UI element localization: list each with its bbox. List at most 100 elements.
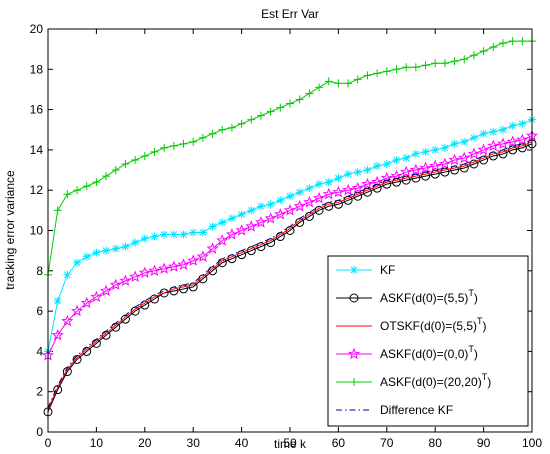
- legend-label-main: OTSKF(d(0)=(5,5): [380, 319, 477, 333]
- data-point-plus: [266, 107, 275, 116]
- data-point-star: [109, 278, 122, 291]
- x-tick-label: 100: [522, 436, 542, 450]
- y-axis-label: tracking error variance: [3, 170, 17, 290]
- data-point-asterisk: [469, 133, 478, 142]
- legend-label-tail: ): [483, 319, 487, 333]
- data-point-plus: [189, 137, 198, 146]
- data-point-asterisk: [179, 230, 188, 239]
- data-point-star: [225, 228, 238, 240]
- data-point-asterisk: [276, 196, 285, 205]
- data-point-asterisk: [198, 228, 207, 237]
- chart-title: Est Err Var: [261, 7, 319, 21]
- series-5: [47, 139, 533, 409]
- data-point-star: [409, 163, 422, 176]
- data-point-circle: [217, 258, 227, 268]
- data-point-circle: [517, 143, 527, 153]
- data-point-plus: [344, 79, 353, 88]
- legend-item: Difference KF: [336, 403, 453, 417]
- data-point-asterisk: [237, 210, 246, 219]
- data-point-asterisk: [131, 238, 140, 247]
- data-point-asterisk: [421, 147, 430, 156]
- data-point-plus: [92, 178, 101, 187]
- data-point-asterisk: [169, 230, 178, 239]
- y-tick-label: 16: [30, 103, 44, 117]
- data-point-star: [177, 258, 190, 270]
- data-point-star: [477, 143, 490, 156]
- data-point-star: [80, 296, 93, 309]
- legend-label-tail: ): [474, 291, 478, 305]
- legend-label-superscript: T: [468, 288, 474, 298]
- ticks-layer: 0 10 20 30 40 50 60 70 80 90 100 0 2 4 6 8 10 12 14 16 18 20: [30, 22, 543, 450]
- data-point-asterisk: [295, 188, 304, 197]
- legend-label-main: ASKF(d(0)=(5,5): [380, 291, 468, 305]
- data-point-star: [235, 224, 248, 236]
- data-point-asterisk: [227, 214, 236, 223]
- data-point-asterisk: [431, 145, 440, 154]
- data-point-star: [506, 135, 519, 147]
- data-point-asterisk: [63, 270, 72, 279]
- data-point-plus: [256, 111, 265, 120]
- data-point-asterisk: [440, 143, 449, 152]
- data-point-asterisk: [324, 178, 333, 187]
- data-point-plus: [227, 123, 236, 132]
- data-point-plus: [179, 139, 188, 148]
- data-point-plus: [63, 190, 72, 199]
- data-point-asterisk: [256, 202, 265, 211]
- data-point-star: [419, 161, 432, 174]
- data-point-star: [254, 216, 267, 228]
- data-point-asterisk: [411, 149, 420, 158]
- data-point-plus: [198, 133, 207, 142]
- series-3: [41, 129, 539, 361]
- x-tick-label: 90: [477, 436, 491, 450]
- legend-label: ASKF(d(0)=(0,0)T): [380, 344, 478, 361]
- data-point-star: [167, 260, 180, 272]
- data-point-plus: [324, 77, 333, 86]
- legend-item: ASKF(d(0)=(20,20)T): [336, 372, 491, 389]
- data-point-asterisk: [140, 234, 149, 243]
- data-point-plus: [440, 59, 449, 68]
- data-point-star: [119, 274, 132, 287]
- data-point-star: [361, 177, 374, 190]
- y-tick-label: 20: [30, 22, 44, 36]
- data-point-star: [458, 151, 471, 164]
- x-tick-label: 30: [187, 436, 201, 450]
- x-tick-label: 50: [283, 436, 297, 450]
- data-point-star: [158, 262, 171, 274]
- data-point-star: [51, 328, 64, 341]
- data-point-circle: [430, 169, 440, 179]
- data-point-star: [467, 147, 480, 160]
- x-tick-label: 10: [90, 436, 104, 450]
- plot-frame: [47, 28, 533, 433]
- y-tick-label: 8: [36, 264, 43, 278]
- data-point-circle: [208, 266, 218, 276]
- data-point-star: [138, 266, 151, 278]
- x-tick-label: 70: [380, 436, 394, 450]
- x-tick-label: 40: [235, 436, 249, 450]
- data-point-asterisk: [373, 162, 382, 171]
- y-tick-label: 0: [36, 425, 43, 439]
- data-point-asterisk: [160, 230, 169, 239]
- data-point-star: [347, 347, 361, 360]
- series-line: [47, 139, 533, 409]
- data-point-circle: [440, 167, 450, 177]
- data-point-plus: [276, 103, 285, 112]
- data-point-star: [293, 199, 306, 212]
- data-point-circle: [349, 293, 359, 303]
- data-point-star: [322, 187, 335, 200]
- data-point-star: [206, 242, 219, 254]
- y-tick-label: 14: [30, 143, 44, 157]
- legend-item: OTSKF(d(0)=(5,5)T): [336, 316, 487, 333]
- data-point-plus: [469, 51, 478, 60]
- legend-label: Difference KF: [380, 403, 453, 417]
- x-tick-label: 0: [45, 436, 52, 450]
- data-point-star: [313, 191, 326, 204]
- data-point-asterisk: [392, 155, 401, 164]
- data-point-plus: [334, 79, 343, 88]
- data-point-plus: [237, 119, 246, 128]
- data-point-asterisk: [489, 127, 498, 136]
- data-point-star: [245, 220, 258, 232]
- data-point-plus: [53, 206, 62, 215]
- data-point-asterisk: [350, 266, 358, 274]
- data-point-asterisk: [266, 200, 275, 209]
- y-tick-label: 18: [30, 62, 44, 76]
